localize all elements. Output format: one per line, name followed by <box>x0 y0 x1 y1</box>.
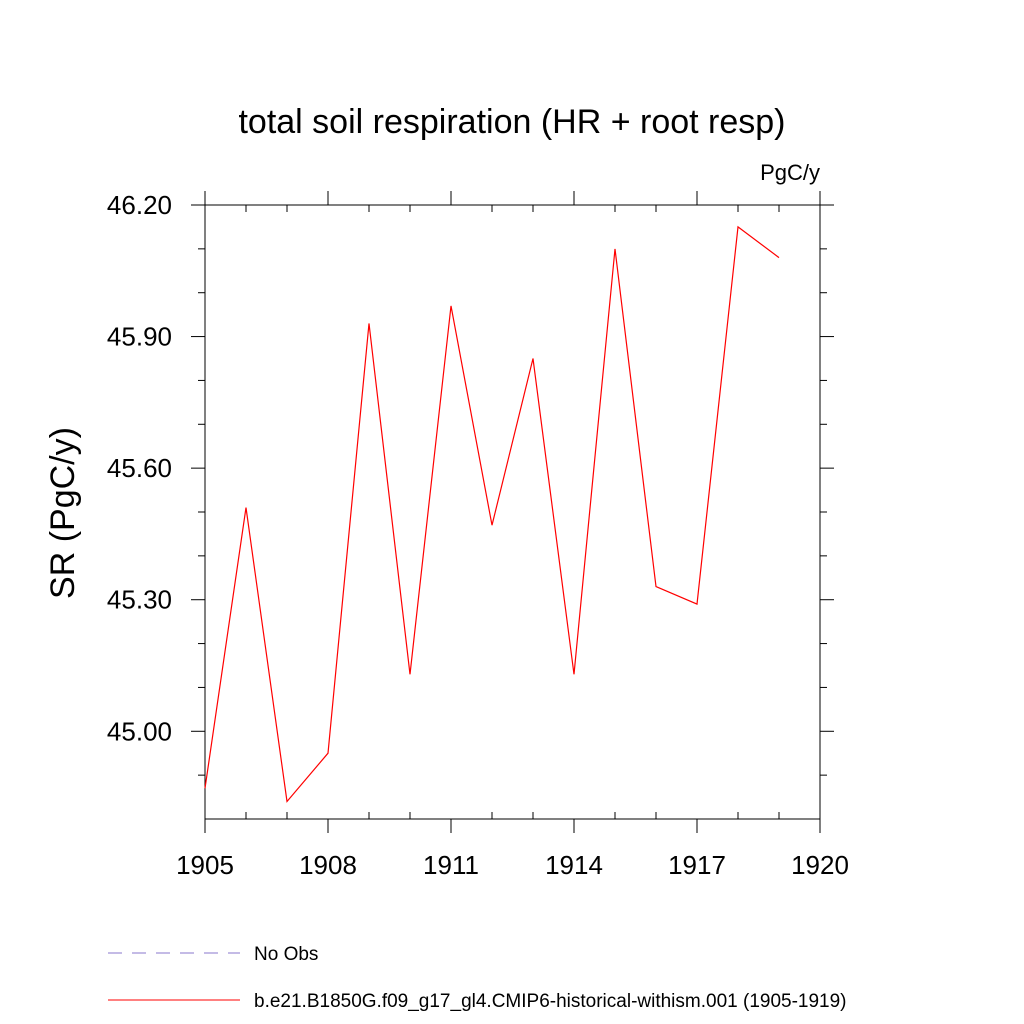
chart-title: total soil respiration (HR + root resp) <box>238 103 785 141</box>
x-tick-label: 1911 <box>423 850 479 880</box>
y-axis-label: SR (PgC/y) <box>44 427 82 599</box>
axis-tick-labels: 1905 1908 1911 1914 1917 1920 45.00 45.30 45.60 4… <box>107 190 849 880</box>
y-tick-label: 45.30 <box>107 585 172 615</box>
legend: No Obs b.e21.B1850G.f09_g17_gl4.CMIP6-his… <box>108 944 847 1012</box>
y-tick-label: 45.00 <box>107 716 172 746</box>
y-tick-label: 45.60 <box>107 453 172 483</box>
x-tick-label: 1920 <box>791 850 849 880</box>
plot-frame <box>204 204 821 820</box>
x-tick-label: 1905 <box>176 850 234 880</box>
x-tick-label: 1917 <box>668 850 726 880</box>
units-label: PgC/y <box>760 160 820 185</box>
legend-label: No Obs <box>254 944 318 965</box>
series-line <box>204 225 780 803</box>
series-layer <box>204 225 780 803</box>
y-tick-label: 46.20 <box>107 190 172 220</box>
x-tick-label: 1914 <box>545 850 603 880</box>
x-tick-label: 1908 <box>299 850 357 880</box>
axis-ticks <box>191 191 834 833</box>
y-tick-label: 45.90 <box>107 322 172 352</box>
legend-label: b.e21.B1850G.f09_g17_gl4.CMIP6-historica… <box>254 991 847 1012</box>
